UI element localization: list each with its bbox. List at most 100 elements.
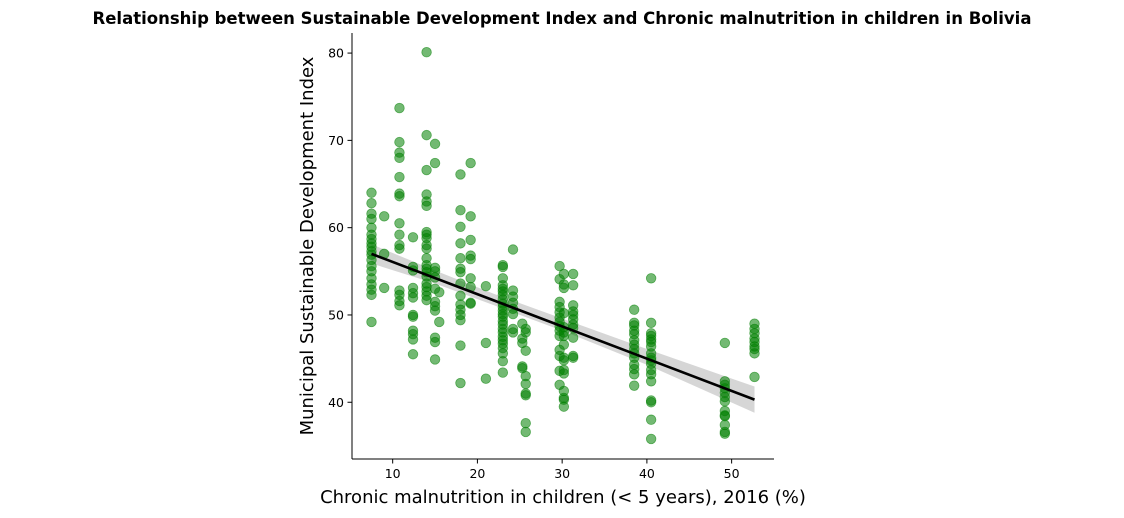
data-point bbox=[645, 273, 657, 284]
data-point bbox=[719, 428, 731, 439]
data-point bbox=[394, 171, 405, 183]
data-point bbox=[628, 380, 640, 391]
data-point bbox=[366, 289, 377, 301]
data-point bbox=[497, 261, 509, 273]
data-point bbox=[558, 355, 570, 366]
data-point bbox=[455, 290, 466, 301]
data-point bbox=[394, 218, 405, 229]
x-tick-label: 50 bbox=[724, 466, 740, 481]
data-point bbox=[558, 401, 570, 412]
y-tick-label: 60 bbox=[328, 220, 344, 235]
data-point bbox=[455, 266, 466, 278]
x-axis-label: Chronic malnutrition in children (< 5 ye… bbox=[320, 487, 806, 508]
data-point bbox=[719, 411, 731, 422]
data-point bbox=[421, 129, 432, 141]
data-point bbox=[429, 157, 441, 169]
data-point bbox=[394, 102, 405, 114]
data-point bbox=[429, 305, 441, 316]
data-point bbox=[558, 330, 570, 342]
data-point bbox=[429, 354, 441, 365]
data-point bbox=[455, 253, 466, 264]
y-tick-label: 40 bbox=[328, 395, 344, 410]
data-point bbox=[421, 47, 432, 58]
x-tick-label: 40 bbox=[639, 466, 655, 481]
data-point bbox=[465, 298, 476, 309]
data-point bbox=[407, 232, 419, 243]
data-point bbox=[558, 308, 570, 319]
data-point bbox=[558, 339, 570, 350]
data-point bbox=[719, 396, 731, 407]
data-point bbox=[366, 316, 377, 328]
data-point bbox=[394, 152, 405, 164]
data-point bbox=[379, 211, 390, 222]
data-point bbox=[465, 253, 476, 265]
regression-line bbox=[371, 252, 755, 401]
data-point bbox=[567, 332, 579, 343]
data-points-layer bbox=[366, 47, 760, 445]
data-point bbox=[407, 334, 419, 345]
data-point bbox=[429, 336, 441, 348]
data-point bbox=[421, 164, 432, 176]
data-point bbox=[455, 315, 466, 326]
data-point bbox=[520, 378, 531, 390]
y-axis-label: Municipal Sustainable Development Index bbox=[297, 56, 318, 435]
y-tick-label: 80 bbox=[328, 46, 344, 61]
data-point bbox=[429, 138, 441, 150]
data-point bbox=[497, 356, 509, 367]
data-point bbox=[366, 213, 377, 225]
data-point bbox=[507, 327, 519, 338]
data-point bbox=[520, 390, 531, 401]
data-point bbox=[394, 136, 405, 148]
data-point bbox=[434, 287, 445, 298]
data-point bbox=[520, 327, 531, 338]
data-point bbox=[480, 280, 492, 292]
x-tick-label: 30 bbox=[554, 466, 570, 481]
data-point bbox=[407, 349, 419, 360]
data-point bbox=[520, 426, 531, 438]
data-point bbox=[434, 316, 445, 328]
data-point bbox=[455, 169, 466, 180]
chart-title: Relationship between Sustainable Develop… bbox=[93, 9, 1032, 28]
data-point bbox=[497, 367, 509, 378]
data-point bbox=[480, 373, 492, 384]
data-point bbox=[366, 198, 377, 209]
data-point bbox=[567, 352, 579, 363]
data-point bbox=[520, 418, 531, 429]
data-point bbox=[628, 369, 640, 380]
data-point bbox=[421, 243, 432, 254]
data-point bbox=[558, 282, 570, 294]
data-point bbox=[749, 348, 760, 359]
data-point bbox=[507, 308, 519, 320]
y-tick-label: 70 bbox=[328, 133, 344, 148]
y-tick-label: 50 bbox=[328, 307, 344, 322]
data-point bbox=[421, 200, 432, 212]
data-point bbox=[645, 317, 657, 329]
x-tick-label: 20 bbox=[469, 466, 485, 481]
data-point bbox=[394, 229, 405, 240]
data-point bbox=[465, 234, 476, 246]
data-point bbox=[558, 268, 570, 280]
data-point bbox=[394, 191, 405, 202]
data-point bbox=[366, 187, 377, 198]
data-point bbox=[719, 337, 731, 349]
data-point bbox=[480, 337, 492, 349]
data-point bbox=[407, 311, 419, 322]
data-point bbox=[421, 294, 432, 306]
data-point bbox=[407, 292, 419, 303]
x-ticks: 10 20 30 40 50 bbox=[385, 459, 740, 481]
data-point bbox=[455, 205, 466, 216]
data-point bbox=[394, 300, 405, 311]
data-point bbox=[465, 157, 476, 169]
data-point bbox=[455, 238, 466, 249]
data-point bbox=[645, 397, 657, 408]
data-point bbox=[394, 243, 405, 254]
data-point bbox=[455, 377, 466, 389]
y-ticks: 40 50 60 70 80 bbox=[328, 46, 352, 410]
data-point bbox=[465, 211, 476, 222]
data-point bbox=[645, 376, 657, 387]
data-point bbox=[465, 273, 476, 284]
data-point bbox=[567, 280, 579, 291]
data-point bbox=[455, 340, 466, 351]
regression-line-layer bbox=[371, 252, 755, 401]
